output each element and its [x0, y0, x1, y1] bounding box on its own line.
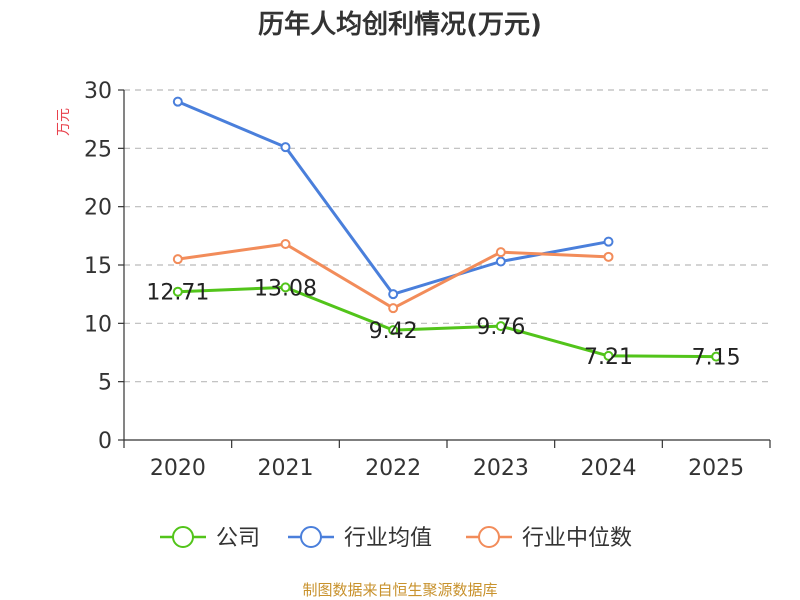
- x-tick-label: 2024: [581, 456, 637, 481]
- data-label: 12.71: [146, 281, 209, 306]
- legend-label: 行业均值: [344, 526, 432, 551]
- data-point[interactable]: [388, 303, 399, 314]
- y-tick-label: 5: [98, 371, 112, 396]
- data-point[interactable]: [495, 321, 506, 332]
- data-point[interactable]: [172, 286, 183, 297]
- data-point[interactable]: [172, 96, 183, 107]
- data-label: 9.42: [369, 319, 418, 344]
- data-label: 7.15: [692, 346, 741, 371]
- legend-item-2[interactable]: 行业中位数: [466, 526, 632, 551]
- chart-title: 历年人均创利情况(万元): [258, 9, 542, 40]
- y-axis-label: 万元: [56, 108, 72, 136]
- x-tick-label: 2021: [258, 456, 314, 481]
- data-point[interactable]: [495, 256, 506, 267]
- data-point[interactable]: [603, 350, 614, 361]
- series-lines: [172, 96, 722, 362]
- legend-label: 公司: [216, 526, 260, 551]
- x-tick-label: 2022: [365, 456, 421, 481]
- data-label: 7.21: [584, 345, 633, 370]
- data-point[interactable]: [280, 142, 291, 153]
- data-point[interactable]: [603, 236, 614, 247]
- gridlines: [124, 89, 770, 383]
- data-point[interactable]: [388, 325, 399, 336]
- legend-item-0[interactable]: 公司: [160, 526, 260, 551]
- x-tick-label: 2025: [688, 456, 744, 481]
- legend-swatch-marker: [478, 526, 500, 548]
- legend-item-1[interactable]: 行业均值: [288, 526, 432, 551]
- data-labels: 12.71 13.08 9.42 9.76 7.21 7.15: [146, 276, 740, 370]
- y-tick-label: 15: [84, 254, 112, 279]
- y-tick-label: 10: [84, 312, 112, 337]
- y-tick-label: 25: [84, 137, 112, 162]
- data-point[interactable]: [280, 239, 291, 249]
- x-tick-label: 2023: [473, 456, 529, 481]
- data-label: 13.08: [254, 276, 317, 301]
- data-label: 9.76: [476, 315, 525, 340]
- legend-swatch-marker: [300, 526, 322, 548]
- data-point[interactable]: [711, 351, 722, 362]
- x-tick-label: 2020: [150, 456, 206, 481]
- series-line-0: [177, 285, 717, 359]
- source-note: 制图数据来自恒生聚源数据库: [302, 581, 497, 599]
- y-tick-label: 30: [84, 79, 112, 104]
- data-point[interactable]: [603, 251, 614, 262]
- legend[interactable]: 公司 行业均值 行业中位数: [160, 526, 632, 551]
- data-point[interactable]: [172, 254, 183, 265]
- y-tick-label: 20: [84, 196, 112, 221]
- data-point[interactable]: [388, 289, 399, 300]
- data-point[interactable]: [495, 247, 506, 258]
- legend-swatch-marker: [172, 526, 194, 548]
- data-point[interactable]: [280, 282, 291, 293]
- y-tick-label: 0: [98, 429, 112, 454]
- legend-label: 行业中位数: [522, 526, 632, 551]
